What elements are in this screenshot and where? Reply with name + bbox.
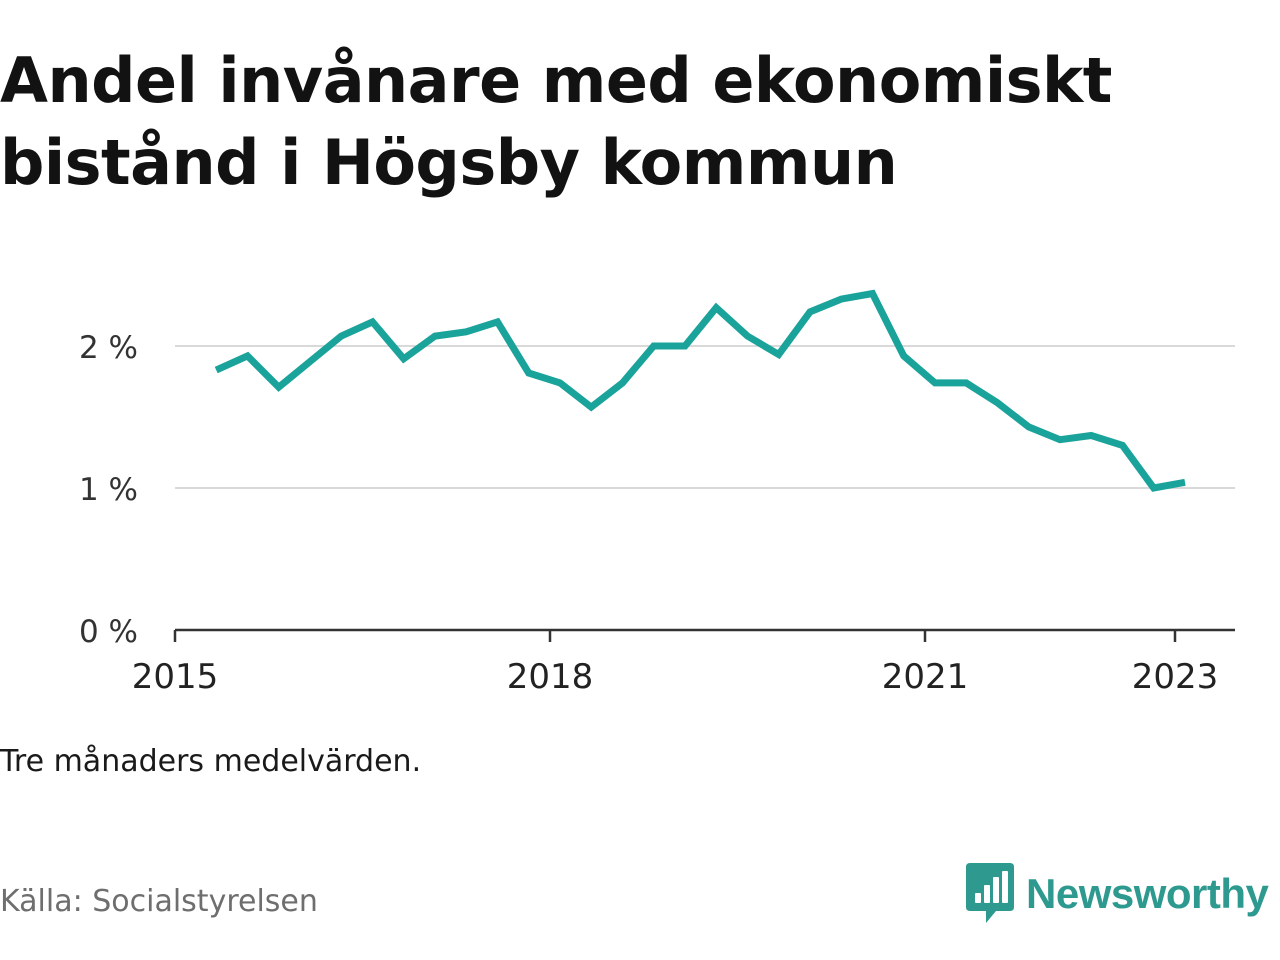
data-point <box>275 384 282 391</box>
y-tick-label: 1 % <box>79 472 138 508</box>
x-tick-label: 2018 <box>507 657 594 697</box>
data-point <box>557 379 564 386</box>
line-chart: 0 % 1 % 2 % 2015 2018 2021 2023 <box>79 289 1235 697</box>
data-point <box>1088 432 1095 439</box>
data-point <box>494 318 501 325</box>
newsworthy-logo-icon <box>966 863 1014 923</box>
data-point <box>900 352 907 359</box>
data-point <box>713 304 720 311</box>
brand-name: Newsworthy <box>1026 870 1269 917</box>
data-point <box>213 367 220 374</box>
data-point <box>994 399 1001 406</box>
data-point <box>1182 479 1189 486</box>
data-point <box>775 351 782 358</box>
data-point <box>682 343 689 350</box>
x-tick-label: 2023 <box>1132 657 1219 697</box>
series-line <box>214 289 1186 492</box>
data-point <box>1150 485 1157 492</box>
data-point <box>838 296 845 303</box>
x-tick-label: 2021 <box>882 657 969 697</box>
data-point <box>932 379 939 386</box>
brand-logo: Newsworthy <box>964 862 1269 926</box>
data-point <box>369 318 376 325</box>
data-point <box>400 355 407 362</box>
data-point <box>744 333 751 340</box>
chart-title: Andel invånare med ekonomiskt bistånd i … <box>0 44 1112 199</box>
data-point <box>869 290 876 297</box>
data-point <box>432 333 439 340</box>
data-point <box>307 358 314 365</box>
data-point <box>244 352 251 359</box>
data-point <box>1119 442 1126 449</box>
source-text: Källa: Socialstyrelsen <box>0 884 318 919</box>
data-point <box>588 404 595 411</box>
data-point <box>338 333 345 340</box>
x-tick-label: 2015 <box>132 657 219 697</box>
data-point <box>1057 436 1064 443</box>
y-tick-label: 2 % <box>79 330 138 366</box>
y-tick-label: 0 % <box>79 614 138 650</box>
chart-note: Tre månaders medelvärden. <box>0 744 422 779</box>
data-point <box>463 328 470 335</box>
data-point <box>963 379 970 386</box>
data-point <box>525 369 532 376</box>
data-point <box>650 343 657 350</box>
data-point <box>619 379 626 386</box>
data-point <box>807 308 814 315</box>
data-point <box>1025 423 1032 430</box>
